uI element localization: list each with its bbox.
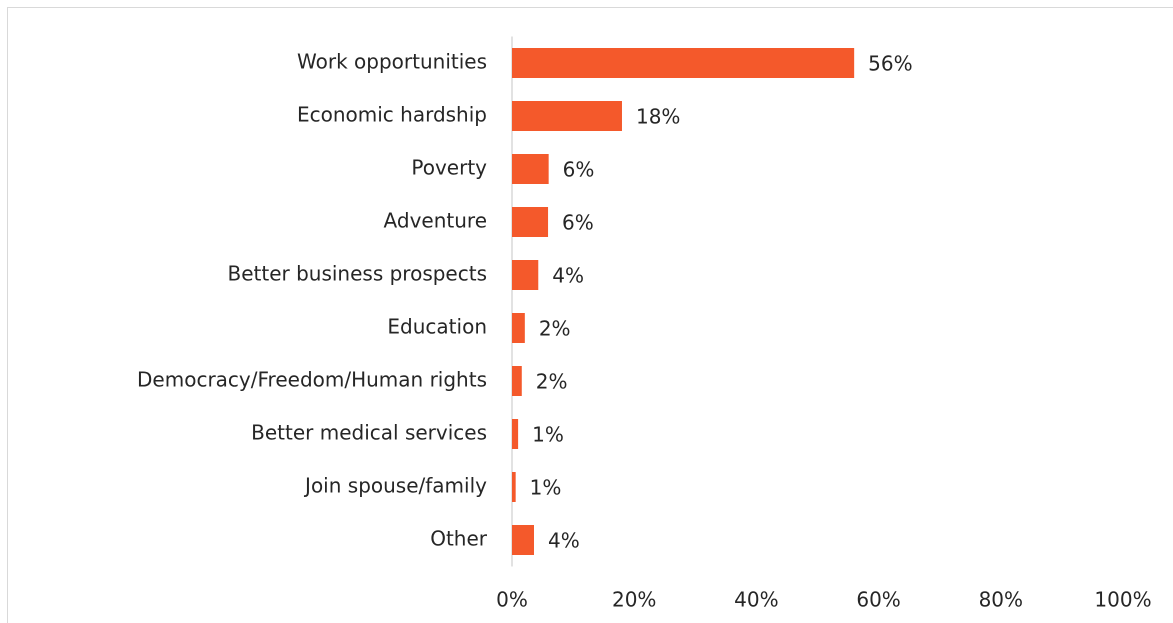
bar bbox=[512, 48, 855, 78]
x-tick-label: 0% bbox=[496, 588, 528, 612]
x-tick-label: 100% bbox=[1094, 588, 1151, 612]
data-label: 1% bbox=[530, 476, 562, 500]
x-tick-label: 80% bbox=[979, 588, 1023, 612]
data-label: 2% bbox=[539, 317, 571, 341]
bar bbox=[512, 525, 534, 555]
data-label: 4% bbox=[548, 529, 580, 553]
data-label: 18% bbox=[636, 105, 680, 129]
y-tick-label: Better medical services bbox=[251, 421, 487, 445]
y-tick-label: Adventure bbox=[384, 209, 487, 233]
data-label: 56% bbox=[868, 52, 912, 76]
chart-frame bbox=[7, 7, 1173, 623]
data-label: 2% bbox=[536, 370, 568, 394]
bar bbox=[512, 366, 522, 396]
data-label: 1% bbox=[532, 423, 564, 447]
data-label: 6% bbox=[562, 211, 594, 235]
bar bbox=[512, 419, 519, 449]
y-tick-label: Poverty bbox=[411, 156, 487, 180]
bar bbox=[512, 472, 516, 502]
y-tick-label: Democracy/Freedom/Human rights bbox=[137, 368, 487, 392]
bar bbox=[512, 101, 622, 131]
y-tick-label: Work opportunities bbox=[297, 50, 487, 74]
x-tick-label: 40% bbox=[734, 588, 778, 612]
bar bbox=[512, 313, 525, 343]
y-tick-label: Other bbox=[430, 527, 488, 551]
y-tick-label: Economic hardship bbox=[297, 103, 487, 127]
bar bbox=[512, 207, 549, 237]
y-tick-label: Better business prospects bbox=[227, 262, 487, 286]
x-tick-label: 60% bbox=[856, 588, 900, 612]
bar bbox=[512, 154, 549, 184]
x-tick-label: 20% bbox=[612, 588, 656, 612]
bar bbox=[512, 260, 539, 290]
y-tick-label: Join spouse/family bbox=[303, 474, 487, 498]
data-label: 4% bbox=[552, 264, 584, 288]
data-label: 6% bbox=[563, 158, 595, 182]
y-tick-label: Education bbox=[387, 315, 487, 339]
